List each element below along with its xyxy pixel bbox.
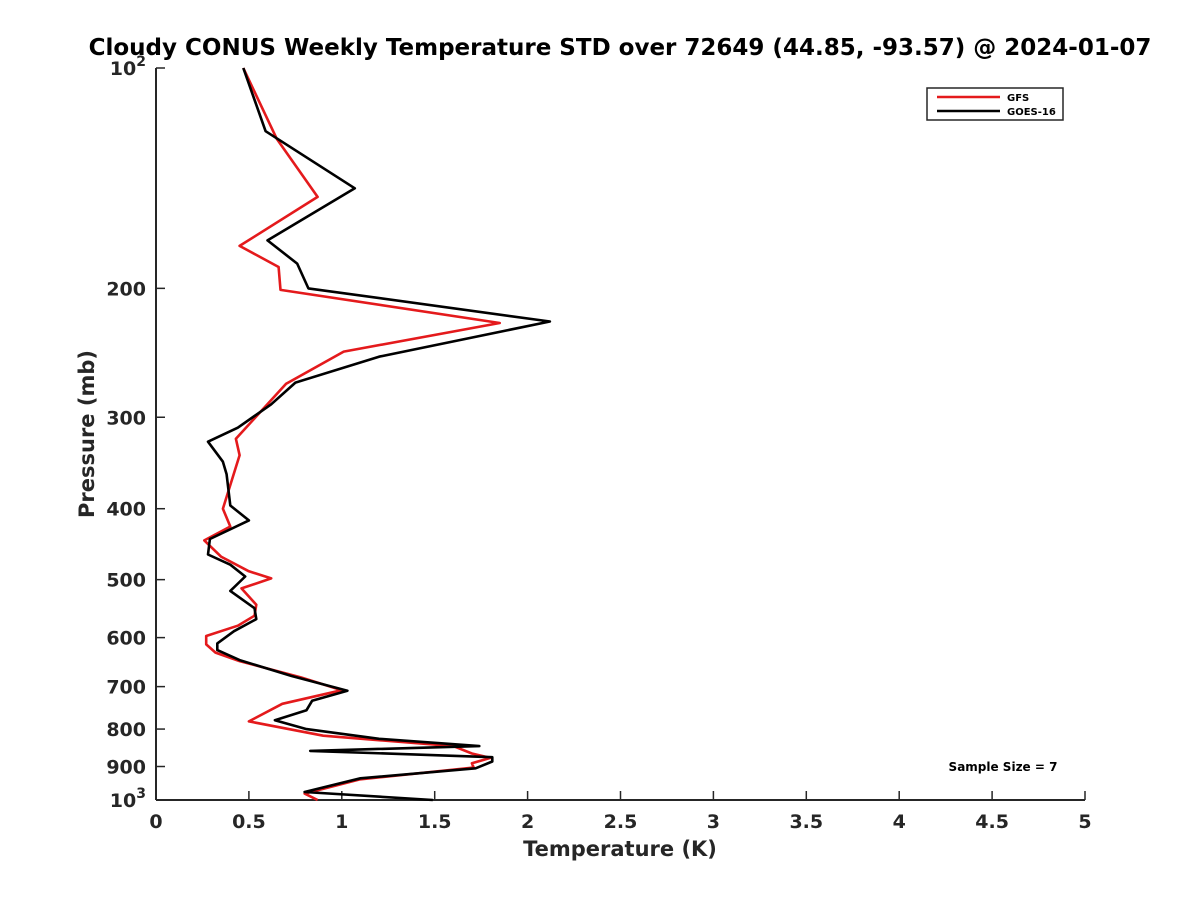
x-tick-label: 1.5 (418, 811, 452, 833)
y-tick-label-base: 10 (110, 790, 136, 812)
y-tick-label: 200 (106, 278, 146, 300)
plot-area (156, 68, 1085, 800)
x-axis-label: Temperature (K) (523, 837, 717, 861)
x-tick-label: 3.5 (789, 811, 823, 833)
y-axis-label: Pressure (mb) (75, 350, 99, 518)
y-tick-label-exponent: 3 (136, 786, 146, 802)
y-tick-label: 500 (106, 570, 146, 592)
chart-title: Cloudy CONUS Weekly Temperature STD over… (89, 35, 1152, 61)
y-tick-label: 700 (106, 677, 146, 699)
legend-label: GFS (1007, 93, 1029, 104)
x-ticks: 0 0.5 1 1.5 2 2.5 3 3.5 4 4.5 5 (149, 791, 1092, 833)
y-tick-label: 103 (110, 786, 146, 812)
y-tick-label: 900 (106, 757, 146, 779)
x-tick-label: 1 (335, 811, 348, 833)
y-tick-label: 800 (106, 719, 146, 741)
y-tick-label: 400 (106, 499, 146, 521)
series-line-goes-16 (206, 67, 552, 802)
y-tick-label: 300 (106, 407, 146, 429)
legend-label: GOES-16 (1007, 107, 1056, 118)
y-tick-label: 600 (106, 628, 146, 650)
x-tick-label: 3 (707, 811, 720, 833)
series-group (203, 67, 552, 802)
legend: GFS GOES-16 (926, 87, 1064, 121)
x-tick-label: 0 (149, 811, 162, 833)
legend-box (926, 87, 1064, 121)
x-tick-label: 2 (521, 811, 534, 833)
x-tick-label: 2.5 (604, 811, 638, 833)
sample-size-annotation: Sample Size = 7 (949, 760, 1058, 774)
y-tick-label-exponent: 2 (136, 54, 146, 70)
y-tick-label-base: 10 (110, 58, 136, 80)
x-tick-label: 4 (893, 811, 906, 833)
x-tick-label: 0.5 (232, 811, 266, 833)
x-tick-label: 4.5 (975, 811, 1009, 833)
x-tick-label: 5 (1078, 811, 1091, 833)
y-tick-label: 102 (110, 54, 146, 80)
